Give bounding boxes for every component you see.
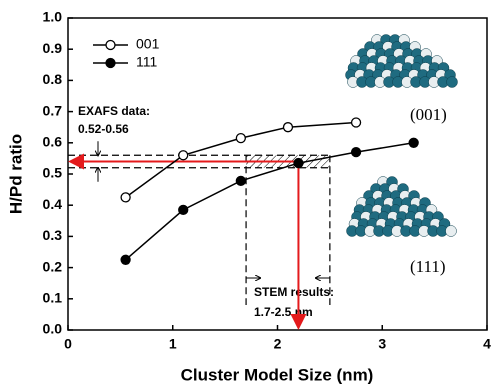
legend-marker (106, 59, 115, 68)
crystal-atom (446, 226, 457, 237)
y-tick-label: 0.6 (43, 134, 63, 150)
annotation: 0.52-0.56 (78, 122, 129, 136)
x-tick-label: 1 (169, 336, 177, 352)
data-point (409, 138, 418, 147)
data-point (179, 205, 188, 214)
annotation: EXAFS data: (78, 104, 150, 118)
y-axis-label: H/Pd ratio (6, 134, 25, 214)
y-tick-label: 0.7 (43, 102, 63, 118)
x-tick-label: 2 (274, 336, 282, 352)
y-tick-label: 0.9 (43, 40, 63, 56)
legend-label: 001 (136, 36, 160, 52)
y-tick-label: 0.0 (43, 321, 63, 337)
y-tick-label: 0.4 (43, 196, 63, 212)
x-axis-label: Cluster Model Size (nm) (181, 365, 374, 384)
x-tick-label: 3 (378, 336, 386, 352)
legend-marker (106, 41, 115, 50)
data-point (283, 123, 292, 132)
y-tick-label: 0.1 (43, 290, 63, 306)
data-point (236, 134, 245, 143)
annotation: (001) (410, 105, 447, 124)
data-point (236, 176, 245, 185)
data-point (294, 159, 303, 168)
annotation: STEM results: (254, 285, 334, 299)
data-point (121, 255, 130, 264)
x-tick-label: 4 (483, 336, 491, 352)
y-tick-label: 0.3 (43, 227, 63, 243)
y-tick-label: 0.2 (43, 258, 63, 274)
y-tick-label: 0.8 (43, 71, 63, 87)
data-point (179, 151, 188, 160)
legend-label: 111 (136, 54, 157, 70)
data-point (121, 193, 130, 202)
annotation: (111) (410, 257, 446, 276)
crystal-atom (447, 77, 458, 88)
annotation: 1.7-2.5 nm (254, 305, 313, 319)
y-tick-label: 1.0 (43, 9, 63, 25)
data-point (352, 118, 361, 127)
x-tick-label: 0 (64, 336, 72, 352)
y-tick-label: 0.5 (43, 165, 63, 181)
data-point (352, 148, 361, 157)
chart: H/Pd ratio Cluster Model Size (nm) EXAFS… (0, 0, 491, 387)
